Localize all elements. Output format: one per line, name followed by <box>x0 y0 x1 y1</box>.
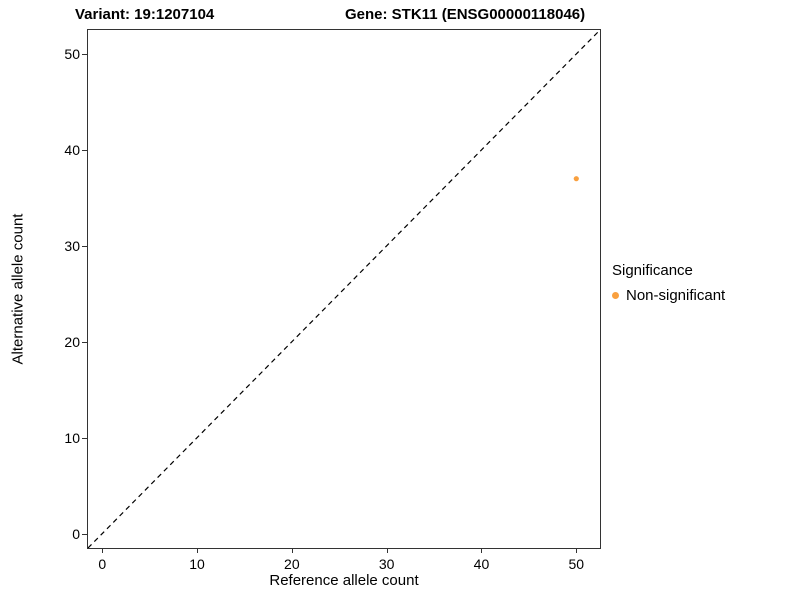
legend-dot-icon <box>612 292 619 299</box>
y-tick-label: 40 <box>64 141 80 158</box>
legend-entry-label: Non-significant <box>626 287 726 304</box>
x-tick-label: 0 <box>98 556 107 572</box>
x-tick-label: 20 <box>284 556 300 572</box>
y-axis-title: Alternative allele count <box>9 213 27 365</box>
plot-title-variant: Variant: 19:1207104 <box>75 6 215 23</box>
x-axis-title: Reference allele count <box>269 572 419 589</box>
y-tick-label: 0 <box>72 525 80 542</box>
x-tick-label: 10 <box>189 556 205 572</box>
plot-title-gene: Gene: STK11 (ENSG00000118046) <box>345 6 586 23</box>
y-tick-label: 20 <box>64 333 80 350</box>
y-tick-mark <box>82 533 87 535</box>
y-tick-mark <box>82 245 87 247</box>
x-tick-label: 30 <box>378 556 395 572</box>
x-tick-mark <box>102 548 104 553</box>
x-tick-mark <box>291 548 293 553</box>
x-tick-mark <box>197 548 199 553</box>
y-tick-label: 50 <box>64 45 80 62</box>
x-tick-label: 50 <box>568 556 585 572</box>
x-tick-mark <box>386 548 388 553</box>
y-tick-mark <box>82 341 87 343</box>
x-tick-mark <box>481 548 483 553</box>
y-tick-label: 30 <box>64 237 80 254</box>
y-tick-label: 10 <box>64 429 80 446</box>
x-tick-mark <box>576 548 578 553</box>
legend-entry: Non-significant <box>612 287 725 304</box>
y-tick-mark <box>82 149 87 151</box>
legend-title: Significance <box>612 262 693 279</box>
data-point <box>573 176 579 182</box>
x-tick-label: 40 <box>473 556 490 572</box>
plot-panel <box>87 29 601 549</box>
y-tick-mark <box>82 53 87 55</box>
y-tick-mark <box>82 437 87 439</box>
legend: Significance Non-significant <box>612 262 725 304</box>
identity-dashed-line <box>88 30 600 548</box>
